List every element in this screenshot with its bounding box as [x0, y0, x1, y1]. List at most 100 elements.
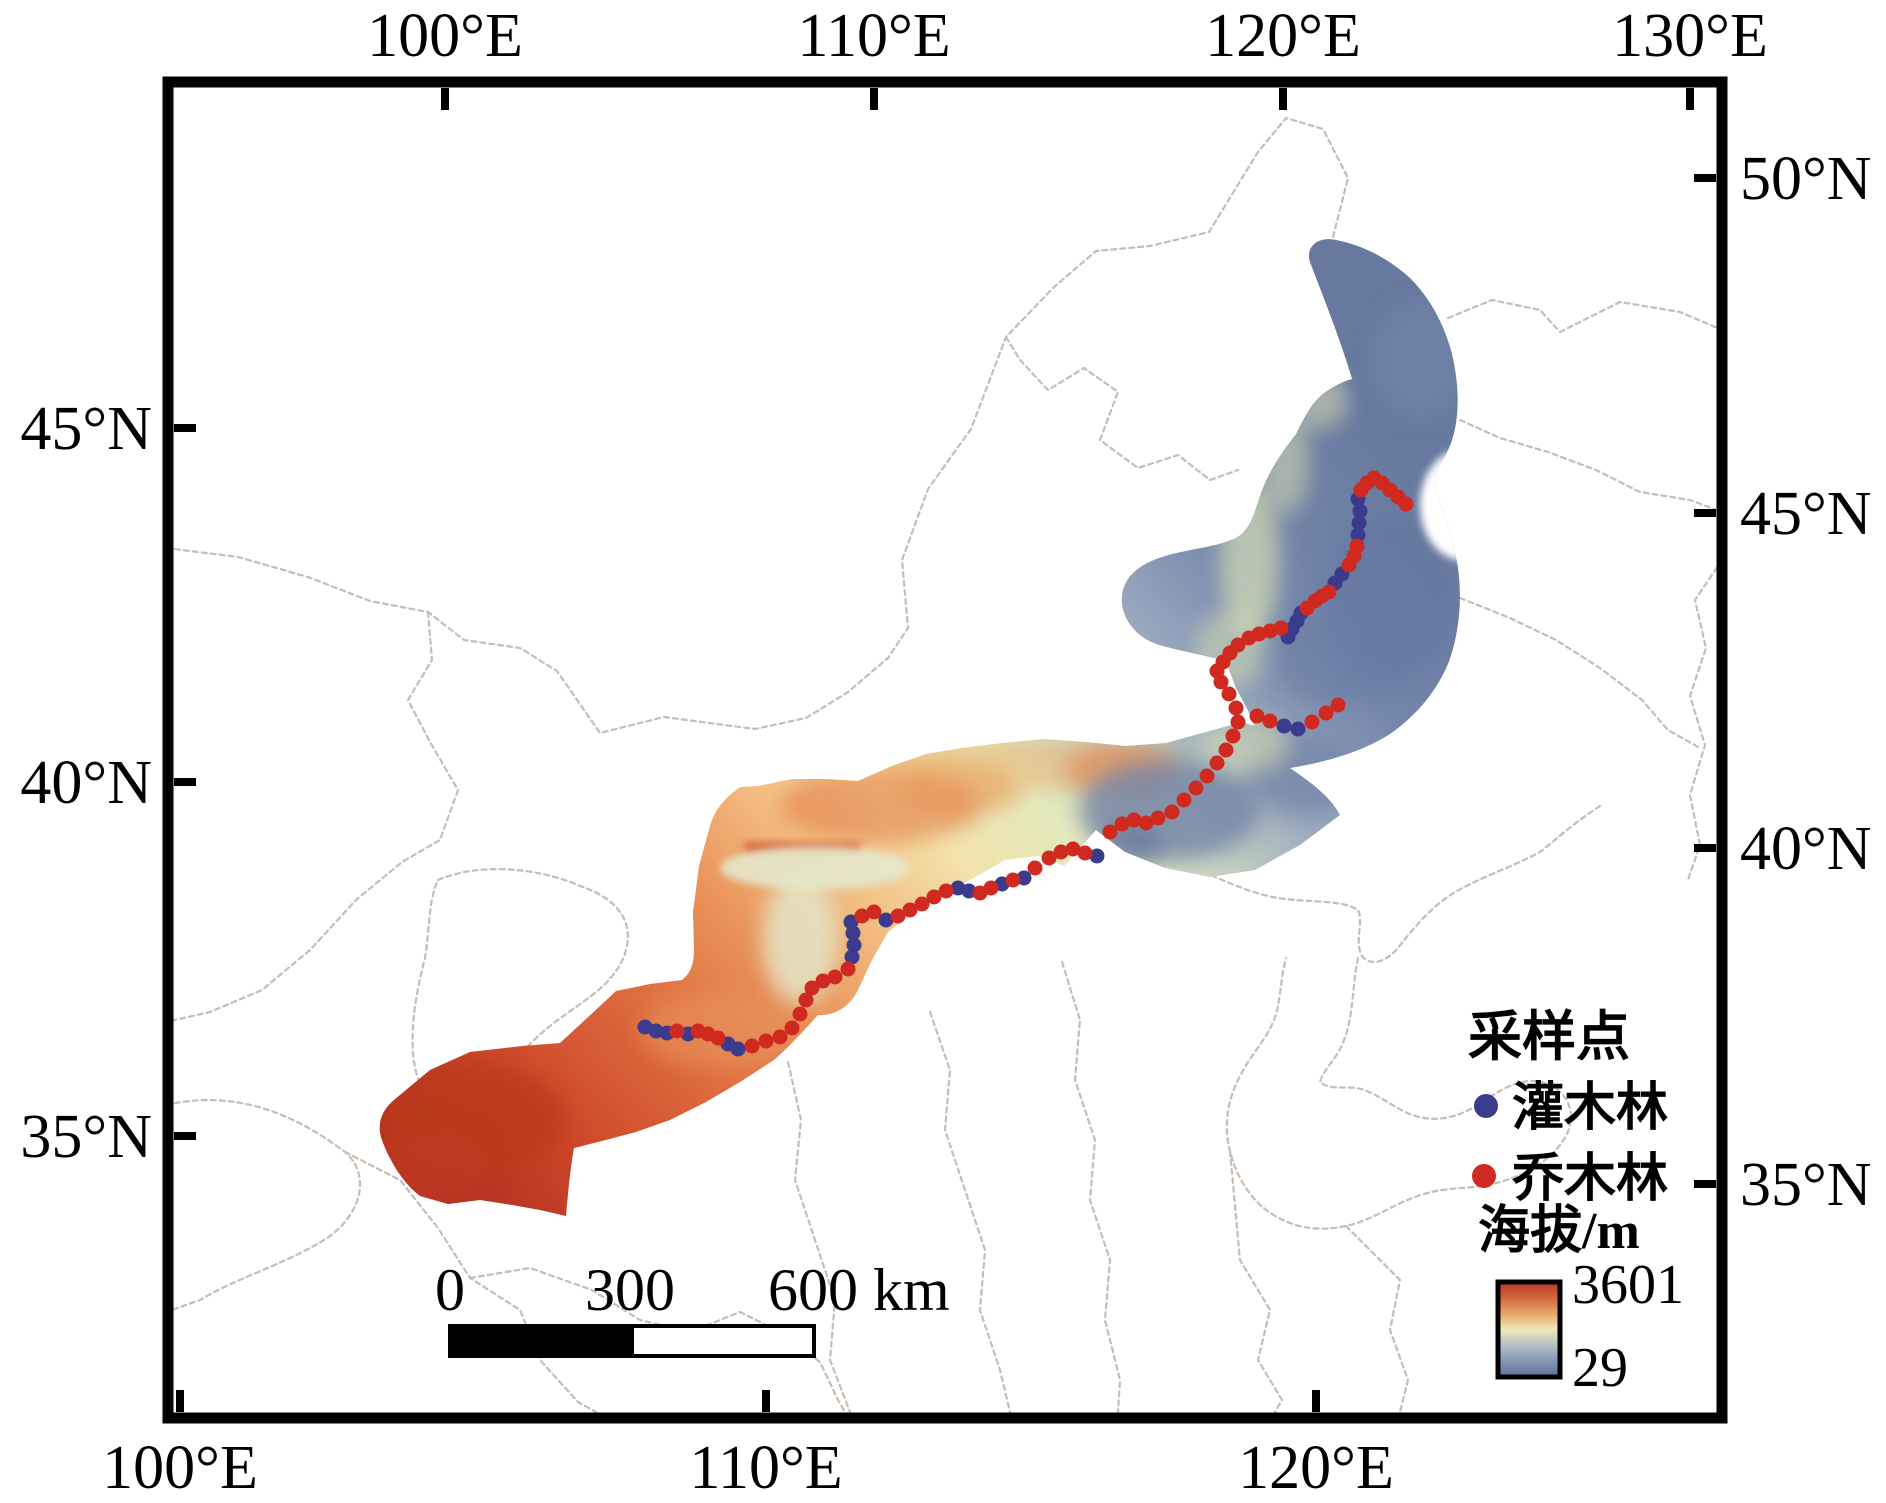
- sample-point-arbor: [1273, 620, 1289, 636]
- sample-point-arbor: [1150, 810, 1166, 826]
- sample-point-arbor: [1230, 637, 1246, 653]
- boundary-inner-mongolia: [1004, 335, 1240, 482]
- sample-point-arbor: [827, 969, 843, 985]
- right-tick-label: 40°N: [1740, 815, 1872, 883]
- right-tick-label: 35°N: [1740, 1151, 1872, 1219]
- right-tick-label: 45°N: [1740, 480, 1872, 548]
- top-tick-label: 100°E: [367, 2, 523, 70]
- axis-right: 50°N 45°N 40°N 35°N: [1694, 145, 1872, 1219]
- sample-point-arbor: [890, 908, 906, 924]
- boundary-sichuan-1: [343, 1150, 598, 1414]
- sample-point-shrub: [1290, 721, 1306, 737]
- sample-point-arbor: [840, 961, 856, 977]
- boundary-sichuan-2: [468, 1266, 847, 1414]
- sample-point-arbor: [758, 1033, 774, 1049]
- sample-point-arbor: [1188, 780, 1204, 796]
- sample-point-shrub: [844, 949, 860, 965]
- sample-point-arbor: [1126, 812, 1142, 828]
- province-boundaries: [164, 116, 1724, 1414]
- sample-point-arbor: [1164, 804, 1180, 820]
- coastline-shandong: [1225, 956, 1572, 1230]
- sample-point-shrub: [1350, 527, 1366, 543]
- bottom-tick-label: 110°E: [689, 1434, 842, 1502]
- sample-point-arbor: [1041, 850, 1057, 866]
- sample-point-arbor: [1218, 742, 1234, 758]
- sample-point-arbor: [669, 1023, 685, 1039]
- elevation-title: 海拔/m: [1478, 1202, 1640, 1260]
- bottom-tick-label: 120°E: [1238, 1434, 1394, 1502]
- left-tick-label: 45°N: [20, 395, 152, 463]
- sample-point-arbor: [1249, 708, 1265, 724]
- sample-point-arbor: [1228, 700, 1244, 716]
- left-tick-label: 35°N: [20, 1103, 152, 1171]
- sample-point-arbor: [1349, 538, 1365, 554]
- sample-point-shrub: [1276, 718, 1292, 734]
- sample-point-arbor: [854, 908, 870, 924]
- boundary-korea: [1686, 558, 1724, 882]
- sample-point-shrub: [846, 937, 862, 953]
- sample-point-shrub: [1351, 515, 1367, 531]
- boundary-jiangsu: [1344, 1224, 1410, 1414]
- sample-point-shrub: [843, 914, 859, 930]
- elevation-max: 3601: [1572, 1254, 1684, 1316]
- sample-point-arbor: [1065, 841, 1081, 857]
- top-tick-label: 120°E: [1205, 2, 1361, 70]
- top-tick-label: 130°E: [1612, 2, 1768, 70]
- sample-point-arbor: [1077, 845, 1093, 861]
- sample-point-arbor: [1321, 584, 1337, 600]
- sample-point-arbor: [1027, 860, 1043, 876]
- elevation-min: 29: [1572, 1337, 1628, 1399]
- sample-point-arbor: [1398, 496, 1414, 512]
- scalebar-600: 600 km: [768, 1257, 950, 1323]
- scalebar-white-segment: [630, 1324, 816, 1358]
- sample-point-arbor: [1318, 705, 1334, 721]
- sample-point-arbor: [798, 992, 814, 1008]
- scalebar-0: 0: [435, 1257, 465, 1323]
- sample-point-arbor: [1176, 792, 1192, 808]
- sample-point-arbor: [1330, 697, 1346, 713]
- sample-point-arbor: [804, 980, 820, 996]
- sample-point-shrub: [730, 1041, 746, 1057]
- boundary-northeast-1: [1446, 298, 1724, 334]
- sample-point-arbor: [792, 1006, 808, 1022]
- bottom-tick-label: 100°E: [102, 1434, 258, 1502]
- boundary-shaanxi: [786, 1060, 852, 1414]
- sample-points-layer: [637, 470, 1414, 1057]
- scalebar: 0 300 600 km: [435, 1257, 950, 1358]
- sample-point-arbor: [1102, 824, 1118, 840]
- sample-point-arbor: [1262, 713, 1278, 729]
- sample-point-arbor: [1005, 872, 1021, 888]
- scalebar-outline: [448, 1324, 816, 1358]
- sample-point-arbor: [772, 1029, 788, 1045]
- sample-point-arbor: [1138, 815, 1154, 831]
- boundary-henan: [1228, 1149, 1284, 1414]
- boundary-tibet: [164, 1098, 362, 1314]
- top-tick-label: 110°E: [797, 2, 950, 70]
- boundary-hebei-south: [1060, 960, 1122, 1414]
- axis-top: 100°E 110°E 120°E 130°E: [367, 2, 1768, 110]
- sample-point-arbor: [815, 973, 831, 989]
- sample-point-arbor: [1209, 755, 1225, 771]
- scalebar-300: 300: [585, 1257, 675, 1323]
- sample-point-arbor: [1225, 728, 1241, 744]
- right-tick-label: 50°N: [1740, 145, 1872, 213]
- sample-point-shrub: [1352, 503, 1368, 519]
- legend-label-arbor: 乔木林: [1512, 1150, 1668, 1208]
- sample-point-arbor: [983, 880, 999, 896]
- sample-point-arbor: [710, 1030, 726, 1046]
- axis-bottom: 100°E 110°E 120°E: [102, 1390, 1394, 1502]
- boundary-gansu-west: [164, 610, 460, 1024]
- sample-point-arbor: [1053, 844, 1069, 860]
- boundary-shanxi: [928, 1010, 1012, 1414]
- scalebar-black-segment: [450, 1326, 632, 1356]
- arbor-dot-icon: [1472, 1164, 1496, 1188]
- sample-point-shrub: [1089, 848, 1105, 864]
- sample-point-arbor: [1230, 714, 1246, 730]
- elevation-raster: [379, 239, 1460, 1216]
- sample-point-arbor: [1304, 714, 1320, 730]
- legend-title: 采样点: [1468, 1007, 1630, 1067]
- elevation-colorbar: [1495, 1279, 1563, 1380]
- shrub-dot-icon: [1474, 1094, 1498, 1118]
